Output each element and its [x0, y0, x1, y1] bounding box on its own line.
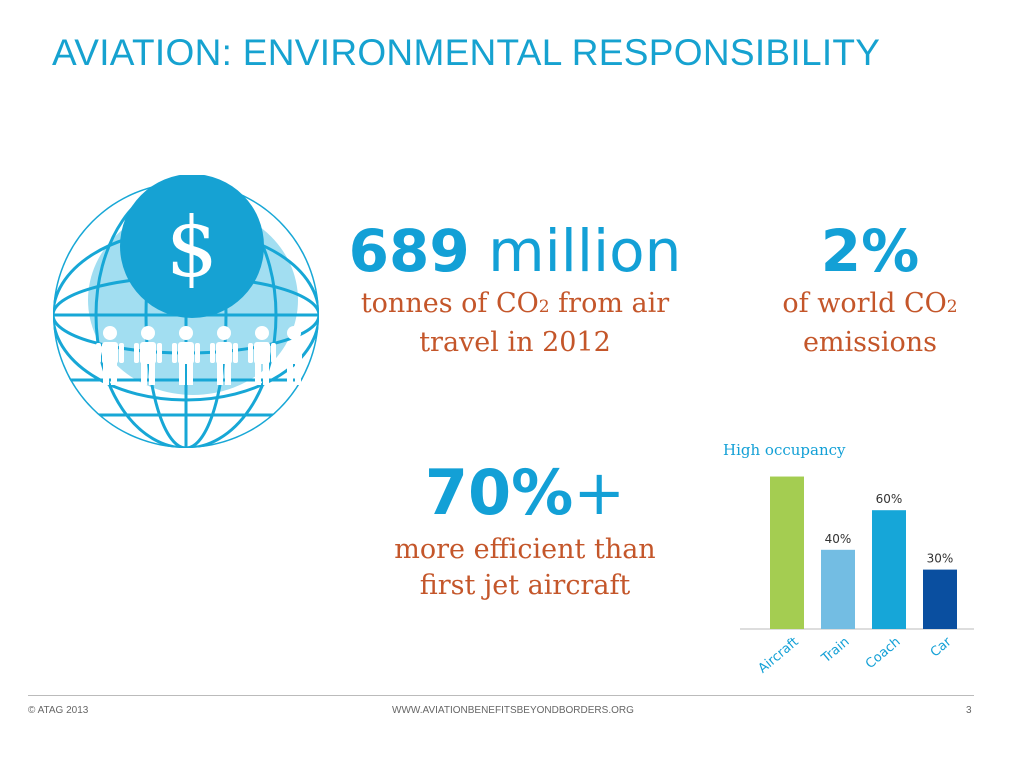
people-icon — [96, 326, 302, 385]
bar-value-label: 60% — [876, 492, 903, 506]
footer-website: WWW.AVIATIONBENEFITSBEYONDBORDERS.ORG — [392, 705, 634, 716]
emissions-number: 689 — [348, 217, 470, 285]
page-title: AVIATION: ENVIRONMENTAL RESPONSIBILITY — [52, 32, 881, 73]
bar-car — [923, 569, 957, 629]
efficiency-text-line1: more efficient than — [394, 534, 656, 565]
share-text-line2: emissions — [802, 327, 938, 358]
efficiency-suffix: + — [573, 456, 626, 529]
emissions-text-pre: tonnes of CO — [360, 288, 539, 319]
efficiency-number: 70% — [424, 456, 574, 529]
share-subscript: 2 — [946, 297, 958, 317]
globe-people-dollar-icon: $ — [48, 174, 323, 460]
bar-value-label: 30% — [927, 552, 954, 566]
category-label: Train — [818, 635, 852, 667]
category-label: Aircraft — [756, 635, 802, 677]
bar-coach — [872, 510, 906, 629]
bar-value-label: 40% — [825, 532, 852, 546]
page-number: 3 — [966, 705, 972, 716]
share-number: 2% — [820, 217, 920, 285]
category-label: Car — [928, 634, 955, 660]
footer-copyright: © ATAG 2013 — [28, 705, 89, 716]
emissions-text-line2: travel in 2012 — [419, 327, 611, 358]
footer-divider — [28, 695, 974, 696]
emissions-stat: 689 million tonnes of CO2 from air trave… — [345, 222, 685, 361]
bar-aircraft — [770, 476, 804, 629]
efficiency-stat: 70%+ more efficient than first jet aircr… — [370, 462, 680, 604]
emissions-unit: million — [488, 217, 682, 285]
bar-train — [821, 549, 855, 629]
dollar-icon: $ — [166, 201, 218, 296]
efficiency-text-line2: first jet aircraft — [419, 570, 631, 601]
emissions-subscript: 2 — [538, 297, 550, 317]
share-text-pre: of world CO — [782, 288, 947, 319]
category-label: Coach — [863, 635, 904, 672]
share-stat: 2% of world CO2 emissions — [770, 222, 970, 361]
chart-title: High occupancy — [723, 441, 846, 459]
emissions-text-post: from air — [549, 288, 670, 319]
